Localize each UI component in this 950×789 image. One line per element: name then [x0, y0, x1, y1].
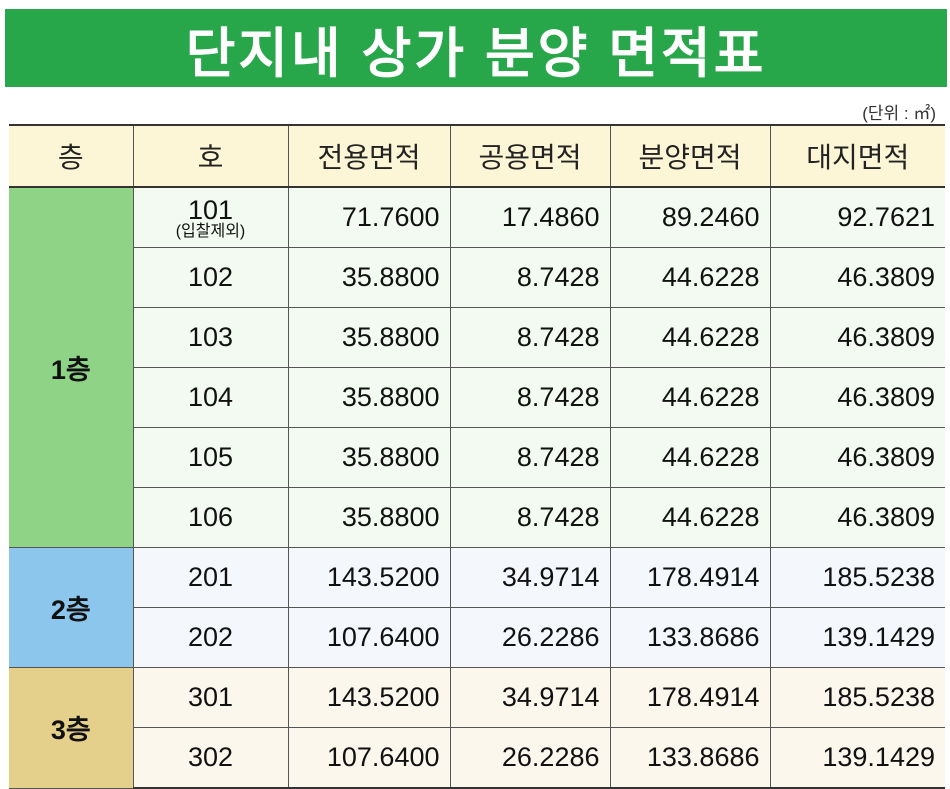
- sale-area-cell: 178.4914: [609, 667, 770, 728]
- exclusive-area-cell: 35.8800: [287, 487, 450, 548]
- unit-number-cell: 101 (입찰제외): [132, 187, 288, 248]
- land-area-cell: 185.5238: [769, 667, 945, 728]
- land-area-cell: 46.3809: [769, 427, 945, 488]
- table-row: 106 35.8800 8.7428 44.6228 46.3809: [9, 487, 945, 548]
- table-row: 103 35.8800 8.7428 44.6228 46.3809: [9, 307, 945, 368]
- header-sale-area: 분양면적: [609, 124, 770, 188]
- floor-label: 2층: [9, 547, 133, 668]
- exclusive-area-cell: 143.5200: [287, 667, 450, 728]
- land-area-cell: 46.3809: [769, 367, 945, 428]
- floor-label: 3층: [9, 667, 133, 789]
- land-area-cell: 92.7621: [769, 187, 945, 248]
- common-area-cell: 26.2286: [449, 607, 610, 668]
- sale-area-cell: 44.6228: [609, 367, 770, 428]
- table-row: 102 35.8800 8.7428 44.6228 46.3809: [9, 247, 945, 308]
- sale-area-cell: 44.6228: [609, 307, 770, 368]
- floor-label: 1층: [9, 187, 133, 548]
- common-area-cell: 8.7428: [449, 427, 610, 488]
- unit-note: (입찰제외): [175, 222, 246, 240]
- sale-area-cell: 44.6228: [609, 427, 770, 488]
- common-area-cell: 8.7428: [449, 487, 610, 548]
- sale-area-cell: 44.6228: [609, 247, 770, 308]
- unit-number: 104: [132, 367, 288, 428]
- land-area-cell: 46.3809: [769, 307, 945, 368]
- exclusive-area-cell: 35.8800: [287, 247, 450, 308]
- unit-number: 101: [187, 194, 234, 225]
- header-ho: 호: [132, 124, 288, 188]
- sale-area-cell: 44.6228: [609, 487, 770, 548]
- area-table: 층 호 전용면적 공용면적 분양면적 대지면적 1층 101 (입찰제외) 71…: [9, 124, 945, 789]
- unit-number: 106: [132, 487, 288, 548]
- land-area-cell: 185.5238: [769, 547, 945, 608]
- land-area-cell: 139.1429: [769, 727, 945, 789]
- common-area-cell: 34.9714: [449, 547, 610, 608]
- common-area-cell: 8.7428: [449, 307, 610, 368]
- page-title: 단지내 상가 분양 면적표: [5, 9, 947, 87]
- unit-number: 301: [132, 667, 288, 728]
- unit-number: 201: [132, 547, 288, 608]
- table-row: 105 35.8800 8.7428 44.6228 46.3809: [9, 427, 945, 488]
- unit-number: 103: [132, 307, 288, 368]
- common-area-cell: 8.7428: [449, 247, 610, 308]
- exclusive-area-cell: 107.6400: [287, 727, 450, 789]
- sale-area-cell: 133.8686: [609, 607, 770, 668]
- header-common-area: 공용면적: [449, 124, 610, 188]
- header-exclusive-area: 전용면적: [287, 124, 450, 188]
- table-row: 1층 101 (입찰제외) 71.7600 17.4860 89.2460 92…: [9, 187, 945, 548]
- exclusive-area-cell: 35.8800: [287, 427, 450, 488]
- unit-number: 105: [132, 427, 288, 488]
- common-area-cell: 8.7428: [449, 367, 610, 428]
- sale-area-cell: 133.8686: [609, 727, 770, 789]
- sale-area-cell: 89.2460: [609, 187, 770, 248]
- unit-number: 102: [132, 247, 288, 308]
- table-row: 2층 201 143.5200 34.9714 178.4914 185.523…: [9, 547, 945, 668]
- table-row: 202 107.6400 26.2286 133.8686 139.1429: [9, 607, 945, 668]
- exclusive-area-cell: 71.7600: [287, 187, 450, 248]
- common-area-cell: 34.9714: [449, 667, 610, 728]
- table-row: 302 107.6400 26.2286 133.8686 139.1429: [9, 727, 945, 789]
- exclusive-area-cell: 35.8800: [287, 307, 450, 368]
- land-area-cell: 139.1429: [769, 607, 945, 668]
- unit-note: (단위 : ㎡): [862, 104, 936, 123]
- common-area-cell: 26.2286: [449, 727, 610, 789]
- unit-number: 202: [132, 607, 288, 668]
- table-row: 3층 301 143.5200 34.9714 178.4914 185.523…: [9, 667, 945, 789]
- table-row: 104 35.8800 8.7428 44.6228 46.3809: [9, 367, 945, 428]
- unit-number: 302: [132, 727, 288, 789]
- exclusive-area-cell: 143.5200: [287, 547, 450, 608]
- header-land-area: 대지면적: [769, 124, 945, 188]
- exclusive-area-cell: 107.6400: [287, 607, 450, 668]
- exclusive-area-cell: 35.8800: [287, 367, 450, 428]
- land-area-cell: 46.3809: [769, 487, 945, 548]
- header-row: 층 호 전용면적 공용면적 분양면적 대지면적: [9, 124, 945, 188]
- common-area-cell: 17.4860: [449, 187, 610, 248]
- header-floor: 층: [9, 124, 133, 188]
- sale-area-cell: 178.4914: [609, 547, 770, 608]
- land-area-cell: 46.3809: [769, 247, 945, 308]
